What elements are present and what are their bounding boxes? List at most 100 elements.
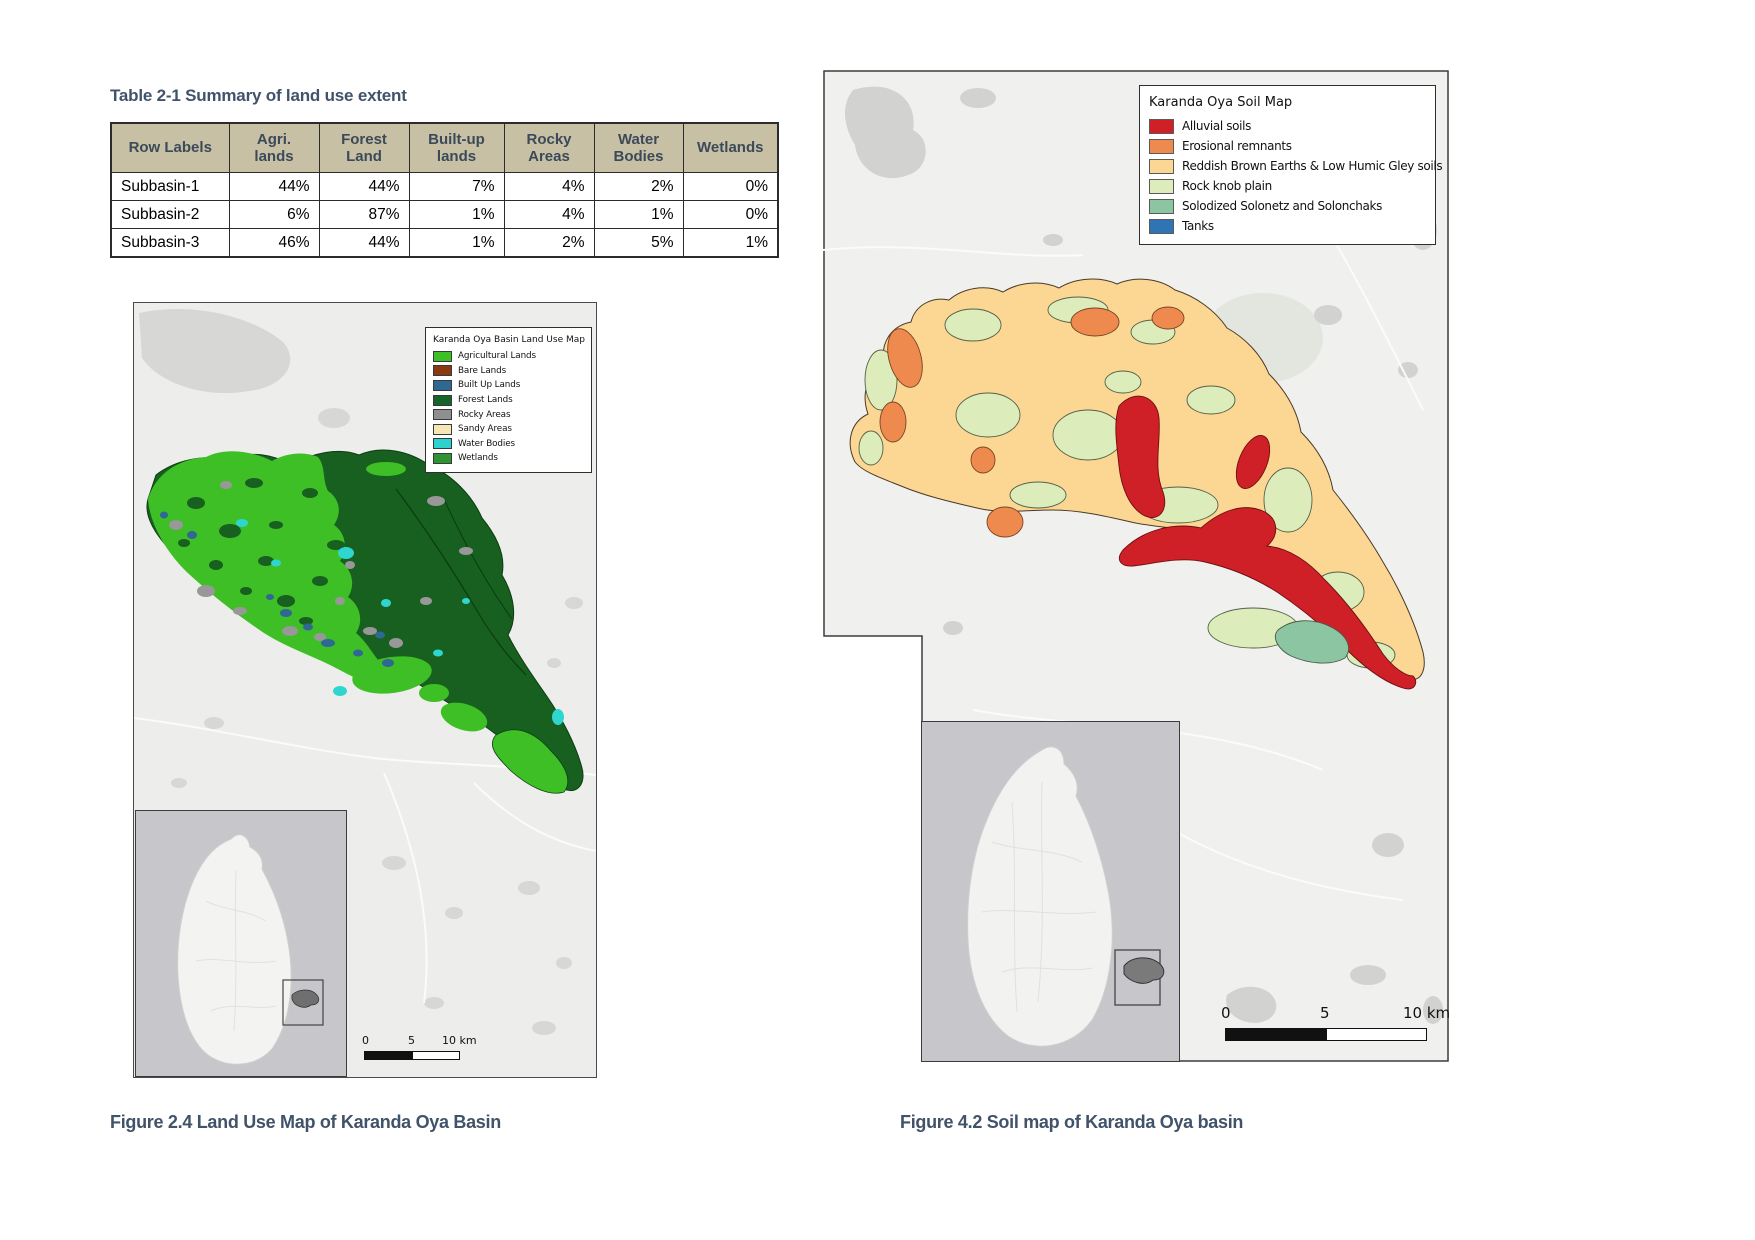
- soil-legend: Karanda Oya Soil Map Alluvial soils Eros…: [1139, 85, 1443, 245]
- cell: 1%: [408, 200, 505, 229]
- cell: 44%: [318, 228, 410, 258]
- basin-locator-shape: [1123, 957, 1165, 984]
- row-label: Subbasin-1: [110, 172, 230, 201]
- cell: 6%: [228, 200, 320, 229]
- figure-caption-landuse: Figure 2.4 Land Use Map of Karanda Oya B…: [110, 1112, 501, 1132]
- legend-swatch: [1149, 138, 1174, 154]
- cell: 4%: [503, 200, 595, 229]
- legend-label: Alluvial soils: [1182, 119, 1252, 133]
- cell: 87%: [318, 200, 410, 229]
- landuse-basin: [146, 449, 584, 794]
- landuse-summary-table: Row Labels Agri. lands Forest Land Built…: [110, 122, 779, 258]
- cell: 7%: [408, 172, 505, 201]
- legend-item: Tanks: [1149, 216, 1431, 236]
- legend-swatch: [433, 350, 452, 362]
- srilanka-inset-map: [921, 721, 1180, 1062]
- legend-label: Reddish Brown Earths & Low Humic Gley so…: [1182, 159, 1443, 173]
- basemap-decor: [823, 86, 1443, 1024]
- cell: 5%: [593, 228, 684, 258]
- legend-swatch: [1149, 218, 1174, 234]
- legend-label: Forest Lands: [458, 395, 513, 406]
- legend-item: Reddish Brown Earths & Low Humic Gley so…: [1149, 156, 1443, 176]
- cell: 1%: [408, 228, 505, 258]
- cell: 4%: [503, 172, 595, 201]
- srilanka-inset-map: [135, 810, 347, 1077]
- table-row: Subbasin-2 6% 87% 1% 4% 1% 0%: [110, 200, 779, 229]
- legend-label: Water Bodies: [458, 438, 516, 449]
- row-label: Subbasin-2: [110, 200, 230, 229]
- cell: 2%: [593, 172, 684, 201]
- soil-map-figure: Karanda Oya Soil Map Alluvial soils Eros…: [823, 70, 1450, 1062]
- legend-swatch: [433, 452, 452, 464]
- legend-item: Erosional remnants: [1149, 136, 1431, 156]
- legend-swatch: [1149, 118, 1174, 134]
- scale-end: 10 km: [442, 1034, 477, 1047]
- scalebar: 0 5 10 km: [362, 1034, 477, 1060]
- legend-label: Rocky Areas: [458, 409, 511, 420]
- legend-title: Karanda Oya Soil Map: [1149, 95, 1293, 110]
- basin-locator-box: [282, 979, 324, 1026]
- cell: 2%: [503, 228, 595, 258]
- legend-label: Tanks: [1182, 219, 1214, 233]
- col-header-water: Water Bodies: [593, 122, 684, 173]
- scale-zero: 0: [1221, 1004, 1231, 1022]
- legend-swatch: [433, 438, 452, 450]
- cell: 44%: [228, 172, 320, 201]
- col-header-rocky: Rocky Areas: [503, 122, 595, 173]
- cell: 46%: [228, 228, 320, 258]
- row-label: Subbasin-3: [110, 228, 230, 258]
- legend-item: Rock knob plain: [1149, 176, 1431, 196]
- legend-label: Sandy Areas: [458, 424, 512, 435]
- col-header-builtup: Built-up lands: [408, 122, 505, 173]
- basin-locator-shape: [291, 989, 320, 1008]
- scalebar-bar: [364, 1051, 460, 1060]
- table-header-row: Row Labels Agri. lands Forest Land Built…: [110, 122, 779, 173]
- legend-swatch: [433, 409, 452, 421]
- legend-label: Built Up Lands: [458, 380, 521, 391]
- scale-zero: 0: [362, 1034, 369, 1047]
- legend-title: Karanda Oya Basin Land Use Map: [433, 335, 585, 345]
- col-header-agri: Agri. lands: [228, 122, 320, 173]
- legend-item: Built Up Lands: [433, 378, 586, 393]
- landuse-map-figure: Karanda Oya Basin Land Use Map Agricultu…: [133, 302, 597, 1078]
- soil-basin: [849, 278, 1425, 690]
- legend-item: Forest Lands: [433, 393, 586, 408]
- scalebar-bar: [1225, 1028, 1427, 1041]
- legend-label: Erosional remnants: [1182, 139, 1292, 153]
- legend-item: Rocky Areas: [433, 407, 586, 422]
- table-row: Subbasin-3 46% 44% 1% 2% 5% 1%: [110, 228, 779, 258]
- legend-label: Rock knob plain: [1182, 179, 1272, 193]
- srilanka-island: [177, 834, 324, 1065]
- figure-caption-soil: Figure 4.2 Soil map of Karanda Oya basin: [900, 1112, 1244, 1132]
- scale-mid: 5: [1320, 1004, 1330, 1022]
- legend-item: Alluvial soils: [1149, 116, 1431, 136]
- cell: 0%: [682, 172, 779, 201]
- legend-swatch: [433, 379, 452, 391]
- legend-label: Bare Lands: [458, 365, 507, 376]
- table-title: Table 2-1 Summary of land use extent: [110, 86, 407, 105]
- cell: 1%: [682, 228, 779, 258]
- legend-item: Water Bodies: [433, 437, 586, 452]
- col-header-row-labels: Row Labels: [110, 122, 230, 173]
- legend-item: Agricultural Lands: [433, 349, 586, 364]
- cell: 1%: [593, 200, 684, 229]
- col-header-wetlands: Wetlands: [682, 122, 779, 173]
- legend-swatch: [433, 394, 452, 406]
- legend-swatch: [1149, 198, 1174, 214]
- legend-swatch: [433, 365, 452, 377]
- legend-label: Solodized Solonetz and Solonchaks: [1182, 199, 1382, 213]
- legend-item: Bare Lands: [433, 364, 586, 379]
- scale-end: 10 km: [1403, 1004, 1451, 1022]
- landuse-legend: Karanda Oya Basin Land Use Map Agricultu…: [425, 327, 592, 473]
- scalebar: 0 5 10 km: [1221, 1004, 1450, 1041]
- legend-item: Solodized Solonetz and Solonchaks: [1149, 196, 1431, 216]
- legend-label: Agricultural Lands: [458, 351, 537, 362]
- legend-label: Wetlands: [458, 453, 498, 464]
- cell: 0%: [682, 200, 779, 229]
- landuse-map-canvas: [134, 308, 596, 1035]
- legend-item: Sandy Areas: [433, 422, 586, 437]
- col-header-forest: Forest Land: [318, 122, 410, 173]
- scale-mid: 5: [408, 1034, 415, 1047]
- legend-swatch: [433, 423, 452, 435]
